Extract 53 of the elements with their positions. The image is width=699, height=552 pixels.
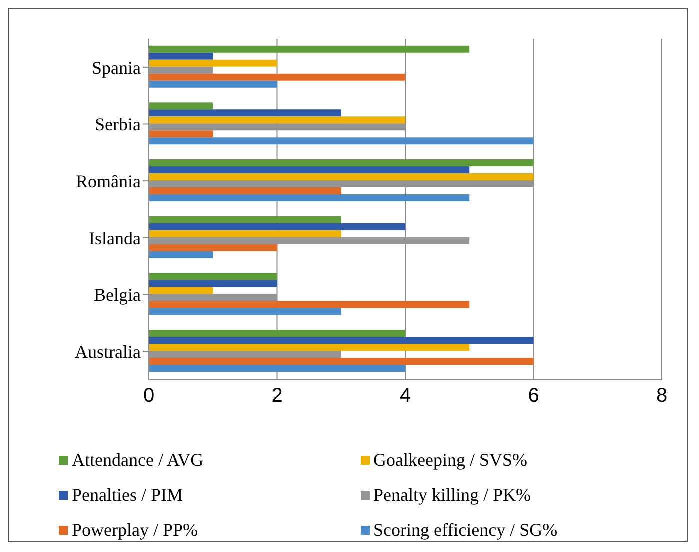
bar <box>149 223 406 230</box>
bar <box>149 308 342 316</box>
bar <box>149 294 278 302</box>
bar <box>149 336 534 344</box>
bar <box>149 330 406 337</box>
y-tick-label: Serbia <box>95 114 142 135</box>
bar <box>149 110 342 117</box>
bar <box>149 358 534 365</box>
bar <box>149 364 406 372</box>
bar <box>149 350 342 358</box>
bar <box>149 116 406 124</box>
bar <box>149 237 470 244</box>
legend-label: Goalkeeping / SVS% <box>374 450 528 471</box>
bar <box>149 159 534 166</box>
y-tick-label: Islanda <box>89 228 142 248</box>
bar <box>149 216 342 224</box>
x-tick-label: 6 <box>528 385 540 408</box>
bar <box>149 60 278 67</box>
legend-label: Powerplay / PP% <box>72 520 198 541</box>
bar <box>149 287 214 294</box>
bar <box>149 138 534 145</box>
y-tick-label: România <box>76 171 141 192</box>
bar <box>149 244 278 252</box>
bar <box>149 230 342 238</box>
bar <box>149 124 406 131</box>
bar <box>149 187 342 194</box>
bar <box>149 301 470 308</box>
legend-label: Penalty killing / PK% <box>374 485 531 506</box>
bar <box>149 80 278 88</box>
bar <box>149 52 214 60</box>
y-tick-label: Australia <box>75 342 142 362</box>
bar <box>149 280 278 288</box>
y-tick-label: Belgia <box>94 285 141 306</box>
bar <box>149 344 470 351</box>
x-tick-label: 4 <box>400 385 412 408</box>
bar <box>149 66 214 74</box>
bar <box>149 251 214 258</box>
y-tick-label: Spania <box>92 58 141 78</box>
bar <box>149 173 534 180</box>
x-tick-label: 0 <box>143 385 155 408</box>
bar <box>149 46 470 53</box>
bar <box>149 74 406 81</box>
legend-label: Attendance / AVG <box>72 450 204 471</box>
bar <box>149 102 214 110</box>
bar <box>149 180 534 188</box>
legend-label: Scoring efficiency / SG% <box>374 520 558 541</box>
bar <box>149 273 278 280</box>
x-tick-label: 8 <box>656 385 668 408</box>
bar <box>149 166 470 174</box>
legend-label: Penalties / PIM <box>72 485 183 506</box>
x-tick-label: 2 <box>272 385 283 408</box>
bar <box>149 194 470 202</box>
bar <box>149 130 214 138</box>
